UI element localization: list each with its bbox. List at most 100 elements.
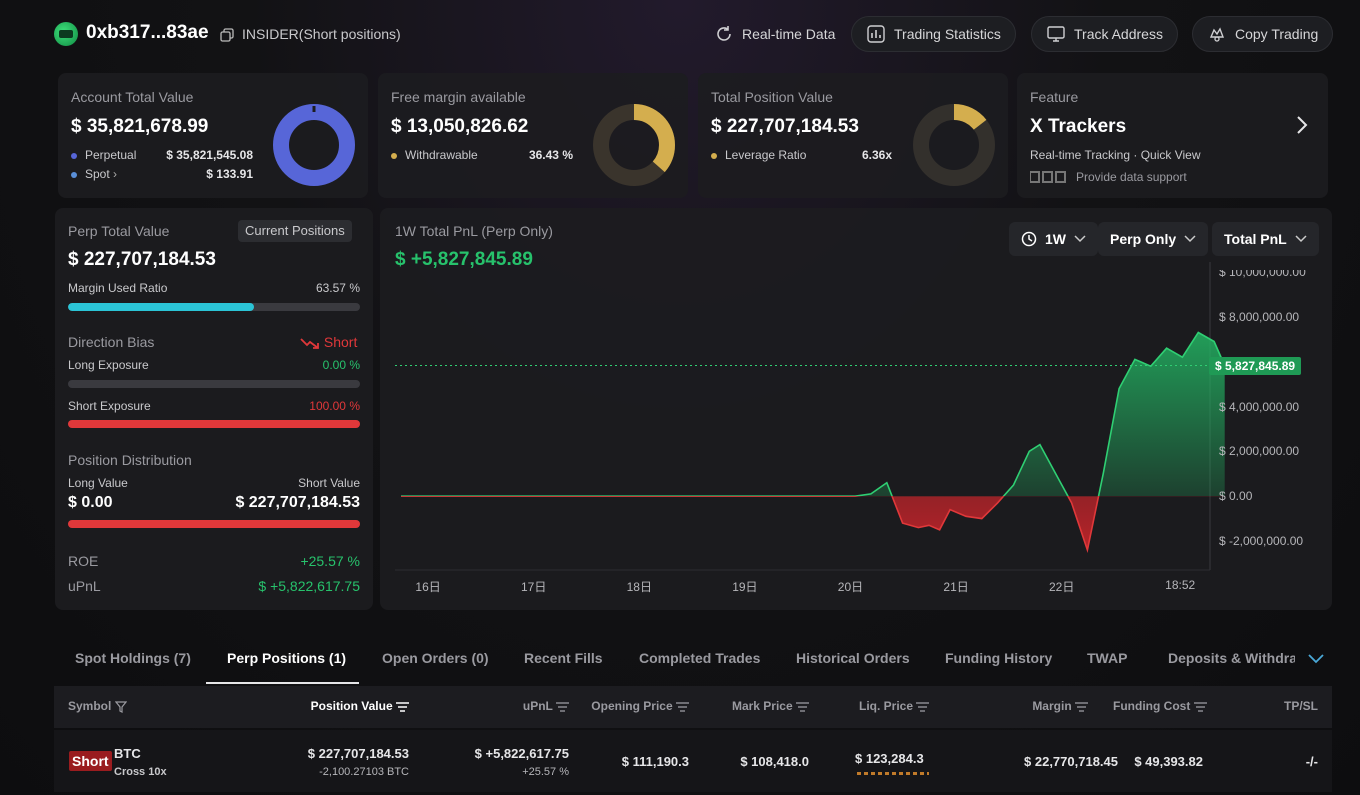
scope-value: Perp Only [1110, 231, 1177, 247]
feature-title: Feature [1030, 89, 1079, 105]
column-header-margin[interactable]: Margin [1032, 699, 1088, 713]
metric-select[interactable]: Total PnL [1212, 222, 1319, 256]
pnl-chart-title: 1W Total PnL (Perp Only) [395, 223, 553, 239]
y-tick-label: $ 0.00 [1219, 489, 1253, 504]
tab-completed-trades[interactable]: Completed Trades [639, 650, 761, 666]
pnl-line-negative [401, 496, 1100, 554]
position-distribution-label: Position Distribution [68, 452, 192, 468]
spot-row[interactable]: Spot › [71, 167, 117, 181]
account-total-title: Account Total Value [71, 89, 194, 105]
free-margin-title: Free margin available [391, 89, 526, 105]
sort-icon[interactable] [1072, 699, 1088, 713]
y-tick-label: $ 10,000,000.00 [1219, 270, 1306, 279]
provider-logo-icon [1029, 170, 1068, 184]
sort-icon[interactable] [913, 699, 930, 713]
free-margin-value: $ 13,050,826.62 [391, 116, 529, 137]
funding-cost-cell: $ 49,393.82 [1134, 754, 1203, 769]
tab-deposits-withdraw[interactable]: Deposits & Withdraw [1168, 650, 1295, 666]
track-address-button[interactable]: Track Address [1031, 16, 1178, 52]
chevron-down-icon [1074, 235, 1086, 243]
active-tab-indicator [206, 682, 359, 684]
tab-open-orders-0[interactable]: Open Orders (0) [382, 650, 489, 666]
sort-icon[interactable] [793, 699, 809, 713]
period-select[interactable]: 1W [1009, 222, 1098, 256]
column-header-tp-sl[interactable]: TP/SL [1283, 699, 1318, 713]
column-header-upnl[interactable]: uPnL [523, 699, 569, 713]
sort-icon[interactable] [1190, 699, 1207, 713]
tab-perp-positions-1[interactable]: Perp Positions (1) [227, 650, 347, 666]
tab-twap[interactable]: TWAP [1087, 650, 1128, 666]
tpsl-cell[interactable]: -/- [1305, 754, 1318, 769]
long-exposure-label: Long Exposure [68, 358, 149, 372]
table-header [54, 686, 1332, 728]
short-exposure-value: 100.00 % [309, 399, 360, 413]
tab-recent-fills[interactable]: Recent Fills [524, 650, 603, 666]
sort-icon[interactable] [393, 699, 409, 713]
monitor-icon [1047, 26, 1065, 42]
short-exposure-label: Short Exposure [68, 399, 151, 413]
perpetual-label: Perpetual [85, 148, 137, 162]
header: 0xb317...83ae INSIDER(Short positions) R… [0, 0, 1360, 68]
account-total-card: Account Total Value $ 35,821,678.99 Perp… [58, 73, 368, 198]
column-header-opening-price[interactable]: Opening Price [591, 699, 689, 713]
clock-icon [1021, 231, 1037, 247]
table-row[interactable] [54, 730, 1332, 792]
current-positions-badge: Current Positions [238, 220, 352, 242]
leverage-donut-chart [913, 104, 995, 186]
realtime-data-button[interactable]: Real-time Data [700, 16, 849, 52]
pnl-positive-area [855, 332, 1225, 497]
margin-used-bar [68, 303, 360, 311]
position-size-cell: -2,100.27103 BTC [319, 766, 409, 778]
chevron-down-icon[interactable] [1308, 654, 1324, 664]
column-header-position-value[interactable]: Position Value [311, 699, 409, 713]
scope-select[interactable]: Perp Only [1098, 222, 1209, 256]
copy-trading-button[interactable]: Copy Trading [1192, 16, 1334, 52]
chevron-right-icon: › [113, 167, 118, 181]
tab-funding-history[interactable]: Funding History [945, 650, 1053, 666]
column-header-liq-price[interactable]: Liq. Price [859, 699, 930, 713]
copy-icon[interactable] [220, 28, 234, 42]
x-tick-label: 22日 [1049, 580, 1075, 594]
long-exposure-value: 0.00 % [322, 358, 360, 372]
sort-icon[interactable] [553, 699, 569, 713]
total-position-title: Total Position Value [711, 89, 833, 105]
pnl-chart-value: $ +5,827,845.89 [395, 249, 533, 270]
x-tick-label: 16日 [415, 580, 441, 594]
pnl-area-chart[interactable] [395, 262, 1310, 580]
short-value-label: Short Value [298, 476, 360, 490]
side-badge: Short [69, 751, 112, 771]
column-header-symbol[interactable]: Symbol [68, 699, 127, 713]
free-margin-card: Free margin available $ 13,050,826.62 Wi… [378, 73, 688, 198]
pnl-line-positive [401, 331, 1226, 497]
feature-name: X Trackers [1030, 116, 1127, 137]
symbol-name[interactable]: BTC [114, 746, 141, 761]
trading-statistics-button[interactable]: Trading Statistics [851, 16, 1016, 52]
leverage-row: Leverage Ratio [711, 148, 806, 162]
filter-icon[interactable] [111, 699, 127, 713]
withdrawable-row: Withdrawable [391, 148, 478, 162]
withdrawable-label: Withdrawable [405, 148, 478, 162]
current-pnl-tag: $ 5,827,845.89 [1209, 356, 1302, 375]
opening-price-cell: $ 111,190.3 [621, 754, 689, 769]
y-tick-label: $ 8,000,000.00 [1219, 309, 1300, 324]
leverage-label: Leverage Ratio [725, 148, 807, 162]
margin-used-value: 63.57 % [315, 281, 360, 295]
tab-historical-orders[interactable]: Historical Orders [796, 650, 910, 666]
tab-spot-holdings-7[interactable]: Spot Holdings (7) [75, 650, 191, 666]
trend-down-icon [300, 338, 319, 350]
long-value-amount: $ 0.00 [68, 494, 113, 511]
y-tick-label: $ 2,000,000.00 [1219, 444, 1300, 459]
x-tick-label: 20日 [837, 580, 864, 594]
feature-card[interactable]: Feature X Trackers Real-time Tracking · … [1017, 73, 1328, 198]
realtime-data-label: Real-time Data [742, 26, 836, 42]
chevron-right-icon[interactable] [1295, 115, 1309, 135]
spot-value: $ 133.91 [206, 167, 253, 181]
column-header-funding-cost[interactable]: Funding Cost [1113, 699, 1207, 713]
column-header-mark-price[interactable]: Mark Price [732, 699, 809, 713]
perp-summary-panel [55, 208, 373, 610]
wallet-avatar-icon [54, 22, 78, 46]
x-tick-label: 18日 [626, 580, 652, 594]
perpetual-value: $ 35,821,545.08 [166, 148, 253, 162]
provider-note: Provide data support [1076, 170, 1187, 184]
sort-icon[interactable] [673, 699, 689, 713]
